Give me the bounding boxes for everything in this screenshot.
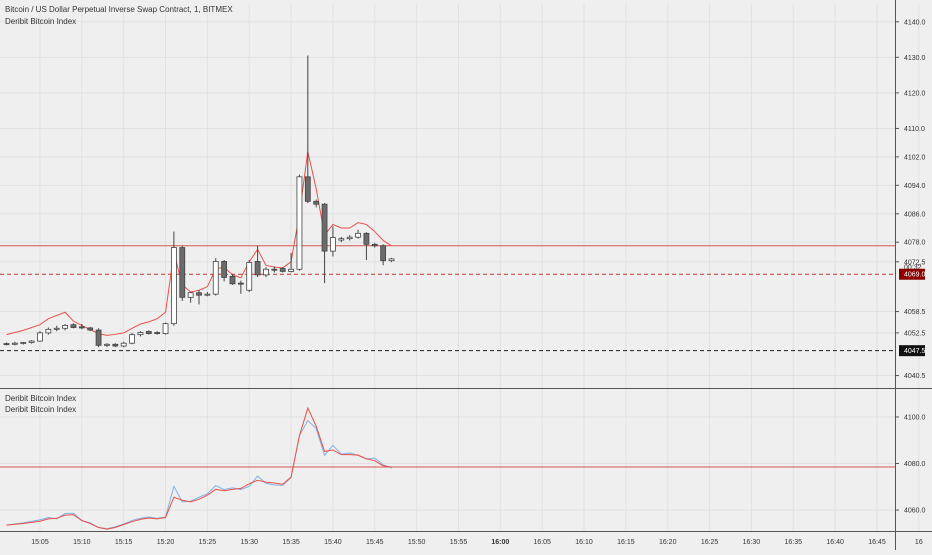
time-tick-label: 16:15 (617, 539, 635, 546)
candle-body[interactable] (288, 268, 294, 272)
candle-body[interactable] (78, 326, 85, 329)
price-tick-label: 4058.5 (904, 309, 926, 316)
candle-body[interactable] (246, 262, 253, 291)
candle-body[interactable] (237, 282, 244, 285)
price-tick-label: 4110.0 (904, 126, 925, 133)
lower-panel-label-1: Deribit Bitcoin Index (5, 394, 77, 403)
candle-body[interactable] (170, 247, 177, 325)
time-tick-label: 15:10 (73, 539, 91, 546)
candle-body[interactable] (104, 343, 110, 346)
price-tag (899, 345, 925, 357)
series-line-lower-2[interactable] (6, 406, 392, 530)
price-tick-label: 4140.0 (904, 19, 926, 26)
price-tick-label: 4130.0 (904, 55, 926, 62)
candle-body[interactable] (87, 327, 94, 331)
candle-body[interactable] (254, 261, 261, 276)
chart-title: Bitcoin / US Dollar Perpetual Inverse Sw… (5, 5, 233, 14)
candle-body[interactable] (95, 329, 102, 346)
price-tick-label: 4094.0 (904, 183, 926, 190)
candle-body[interactable] (45, 328, 52, 334)
candle-body[interactable] (62, 325, 68, 329)
candle-body[interactable] (279, 268, 286, 272)
time-tick-label: 15:15 (115, 539, 133, 546)
time-tick-label: 16:40 (826, 539, 844, 546)
time-tick-label: 15:55 (450, 539, 468, 546)
candle-body[interactable] (70, 324, 77, 328)
price-tick-label: 4086.0 (904, 211, 926, 218)
candle-body[interactable] (380, 245, 387, 262)
candle-body[interactable] (229, 275, 236, 285)
time-tick-label: 15:40 (324, 539, 342, 546)
time-tick-label: 16:20 (659, 539, 677, 546)
time-tick-label: 16:25 (701, 539, 719, 546)
time-tick-label: 16 (915, 539, 923, 546)
candle-body[interactable] (263, 268, 269, 276)
countdown-label: 00:32 (904, 265, 922, 272)
time-tick-label: 16:30 (743, 539, 761, 546)
price-tick-label: 4102.0 (904, 154, 926, 161)
candle-body[interactable] (162, 323, 169, 334)
candle-body[interactable] (11, 342, 18, 345)
candle-body[interactable] (196, 292, 202, 296)
index-tick-label: 4060.0 (904, 508, 926, 515)
candle-body[interactable] (313, 200, 320, 205)
candle-body[interactable] (271, 268, 278, 271)
index-tick-label: 4080.0 (904, 461, 926, 468)
candle-body[interactable] (355, 232, 361, 238)
time-tick-label: 15:50 (408, 539, 426, 546)
price-tick-label: 4072.5 (904, 259, 926, 266)
candle-body[interactable] (388, 258, 395, 262)
candle-body[interactable] (154, 332, 161, 334)
time-tick-label: 16:05 (533, 539, 551, 546)
overlay-indicator-label: Deribit Bitcoin Index (5, 17, 77, 26)
candle-body[interactable] (37, 332, 43, 342)
time-tick-label: 15:30 (240, 539, 258, 546)
candle-body[interactable] (296, 176, 303, 270)
time-tick-label: 16:00 (491, 539, 509, 546)
candle-body[interactable] (20, 342, 27, 344)
time-tick-label: 15:25 (199, 539, 217, 546)
time-tick-label: 15:35 (282, 539, 300, 546)
time-tick-label: 16:45 (868, 539, 886, 546)
candle-body[interactable] (304, 176, 311, 202)
candle-body[interactable] (179, 247, 186, 298)
candle-body[interactable] (338, 238, 345, 241)
candle-body[interactable] (221, 261, 228, 278)
time-tick-label: 15:45 (366, 539, 384, 546)
price-tick-label: 4040.5 (904, 373, 926, 380)
candle-body[interactable] (112, 343, 119, 347)
candle-body[interactable] (129, 334, 135, 344)
candle-body[interactable] (204, 293, 211, 296)
price-tick-label: 4120.0 (904, 90, 926, 97)
candle-body[interactable] (212, 261, 219, 295)
candle-body[interactable] (53, 327, 60, 330)
candle-body[interactable] (330, 237, 336, 252)
candle-body[interactable] (120, 342, 127, 347)
price-tag-label: 4047.5 (904, 348, 926, 355)
candle-body[interactable] (371, 243, 378, 247)
time-tick-label: 15:20 (157, 539, 175, 546)
candle-body[interactable] (137, 332, 144, 336)
time-tick-label: 16:35 (785, 539, 803, 546)
candle-body[interactable] (321, 203, 328, 252)
time-tick-label: 15:05 (31, 539, 49, 546)
candle-body[interactable] (187, 292, 194, 298)
lower-panel-label-2: Deribit Bitcoin Index (5, 405, 77, 414)
candle-body[interactable] (3, 343, 10, 346)
price-tick-label: 4052.5 (904, 330, 926, 337)
candle-body[interactable] (363, 232, 370, 245)
index-tick-label: 4100.0 (904, 414, 926, 421)
time-tick-label: 16:10 (575, 539, 593, 546)
price-tick-label: 4078.0 (904, 240, 926, 247)
price-tag (899, 268, 925, 280)
candle-body[interactable] (346, 236, 353, 240)
candle-body[interactable] (145, 331, 152, 335)
price-tag-label: 4069.0 (904, 272, 926, 279)
candle-body[interactable] (28, 340, 35, 343)
